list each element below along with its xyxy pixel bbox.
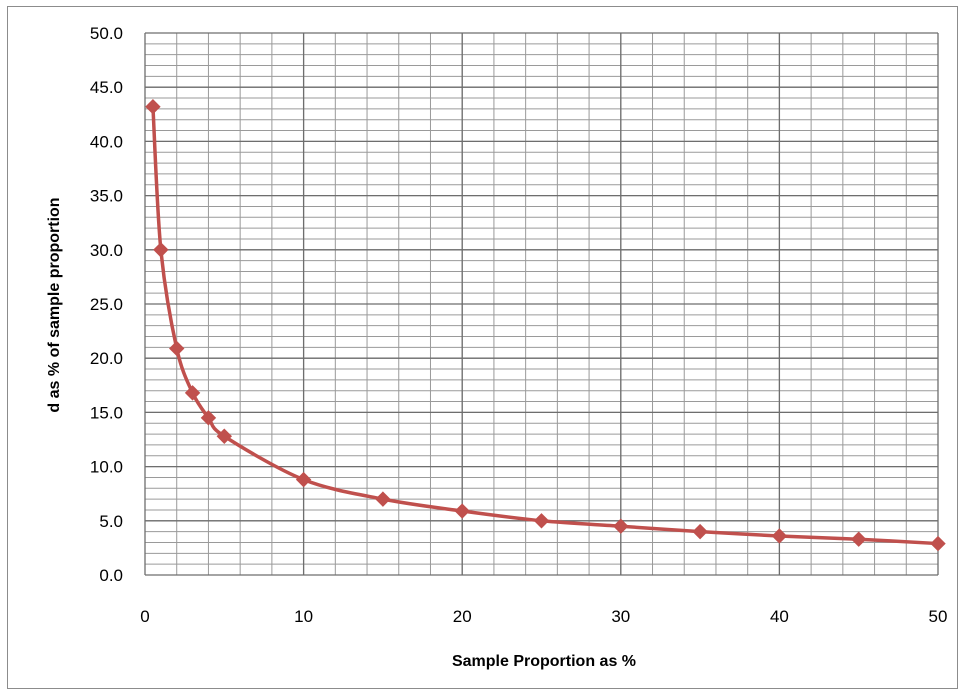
y-tick-label: 20.0 [90,349,123,368]
series-layer [145,99,946,552]
x-axis-tick-labels: 0 10 20 30 40 50 [140,607,947,626]
data-point-marker [295,471,312,488]
y-tick-label: 25.0 [90,295,123,314]
major-gridlines [144,32,939,576]
series-line [151,106,939,546]
data-point-marker [184,385,201,401]
y-tick-label: 15.0 [90,403,123,422]
x-axis-title: Sample Proportion as % [452,653,636,670]
data-point-marker [771,528,788,544]
y-tick-label: 45.0 [90,78,123,97]
y-tick-label: 5.0 [99,512,123,531]
x-tick-label: 20 [453,607,472,626]
y-tick-label: 50.0 [90,24,123,43]
data-point-marker [613,518,629,534]
data-point-marker [216,428,233,444]
data-point-marker [153,242,169,258]
data-point-marker [454,503,470,519]
y-tick-label: 30.0 [90,241,123,260]
data-point-marker [533,513,550,529]
data-point-marker [930,535,946,552]
data-point-marker [169,340,185,357]
data-point-marker [850,531,867,547]
y-axis-tick-labels: 0.0 5.0 10.0 15.0 20.0 25.0 30.0 35.0 40.0 45.0 50… [90,24,123,585]
data-point-marker [200,410,217,426]
data-point-marker [692,523,708,540]
x-tick-label: 30 [611,607,630,626]
y-axis-title: d as % of sample proportion [46,197,63,412]
y-tick-label: 35.0 [90,187,123,206]
data-point-marker [375,491,391,507]
y-tick-label: 0.0 [99,566,123,585]
x-tick-label: 50 [929,607,948,626]
x-tick-label: 40 [770,607,789,626]
x-tick-label: 10 [294,607,313,626]
x-tick-label: 0 [140,607,149,626]
y-tick-label: 40.0 [90,132,123,151]
data-point-marker [145,99,161,115]
y-tick-label: 10.0 [90,458,123,477]
